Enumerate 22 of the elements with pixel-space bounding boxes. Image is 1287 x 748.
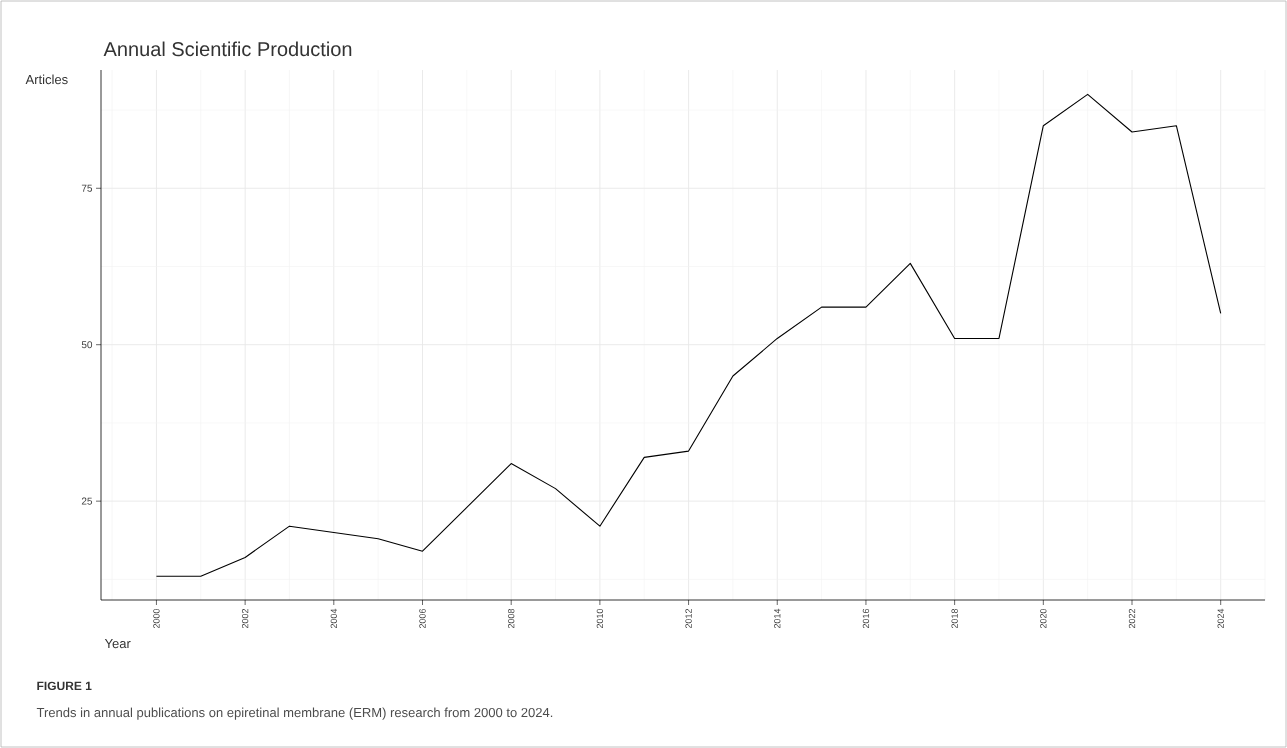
y-tick-label: 25 bbox=[81, 497, 93, 505]
y-tick-label: 50 bbox=[81, 341, 93, 349]
y-tick-label: 75 bbox=[81, 184, 93, 192]
x-tick-label: 2024 bbox=[1217, 608, 1224, 629]
x-tick-label: 2004 bbox=[330, 608, 337, 629]
y-axis-title: Articles bbox=[25, 74, 68, 85]
x-tick-label: 2006 bbox=[419, 608, 426, 629]
x-tick-label: 2022 bbox=[1128, 609, 1136, 629]
text: FIGURE 1 bbox=[37, 681, 92, 691]
x-tick-label: 2020 bbox=[1040, 608, 1047, 629]
x-tick-label: 2018 bbox=[951, 608, 958, 629]
x-tick-label: 2002 bbox=[241, 609, 249, 629]
x-tick-label: 2012 bbox=[685, 609, 692, 629]
text: Trends in annual publications on epiretinal membrane (ERM) research from 2000 to 2024. bbox=[36, 707, 553, 720]
x-tick-label: 2008 bbox=[508, 608, 515, 629]
x-tick-label: 2016 bbox=[862, 608, 870, 629]
line-series bbox=[155, 93, 1222, 577]
x-tick-label: 2000 bbox=[153, 608, 160, 629]
x-tick-label: 2014 bbox=[774, 608, 781, 629]
x-axis-title: Year bbox=[104, 639, 131, 649]
x-tick-label: 2010 bbox=[596, 608, 604, 629]
chart-title: Annual Scientific Production bbox=[103, 41, 352, 57]
